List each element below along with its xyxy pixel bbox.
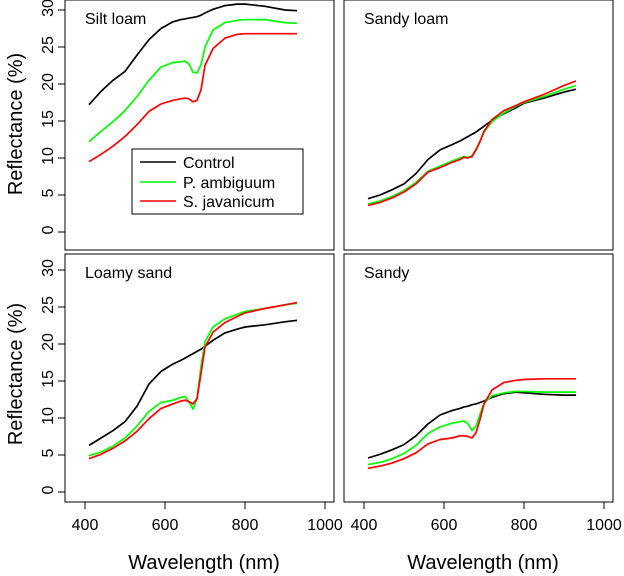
panel-0: Silt loam 0 5 10 15 20 25 30 [40, 0, 335, 251]
panel-1: Sandy loam [343, 0, 614, 251]
y-tick-label: 20 [40, 333, 57, 351]
panel-title: Sandy loam [364, 11, 449, 28]
y-tick-label: 30 [40, 259, 57, 277]
series-s-javanicum [367, 80, 577, 207]
x-axis-label-left: Wavelength (nm) [128, 552, 280, 574]
x-tick-label: 800 [511, 517, 538, 534]
series-control [88, 3, 298, 106]
series-p-ambiguum [88, 18, 298, 143]
series-control [367, 391, 576, 459]
legend-label-control: Control [183, 155, 235, 172]
y-axis-label-top: Reflectance (%) [5, 53, 27, 195]
legend-label-s-javanicum: S. javanicum [183, 194, 275, 211]
x-tick-label: 400 [72, 517, 99, 534]
panel-2: Loamy sand 0 5 10 15 20 25 30 400 600 800 1000 [40, 253, 343, 534]
y-tick-label: 0 [40, 225, 57, 234]
y-tick-label: 10 [40, 407, 57, 425]
panels: Silt loam 0 5 10 15 20 25 30 Sandy loam Loamy san… [40, 0, 622, 534]
y-tick-label: 25 [40, 296, 57, 314]
panel-frame [64, 253, 335, 503]
y-tick-label: 0 [40, 485, 57, 494]
series-control [367, 88, 577, 200]
y-tick-label: 20 [40, 73, 57, 91]
panel-title: Sandy [364, 265, 409, 282]
panel-title: Loamy sand [85, 265, 172, 282]
x-tick-label: 1000 [586, 517, 622, 534]
legend: Control P. ambiguum S. javanicum [131, 148, 304, 215]
series-s-javanicum [367, 377, 576, 470]
panel-3: Sandy 400 600 800 1000 [343, 253, 622, 534]
y-axis-label-bottom: Reflectance (%) [5, 303, 27, 445]
y-tick-label: 15 [40, 110, 57, 128]
panel-frame [343, 0, 614, 251]
x-axis-label-right: Wavelength (nm) [407, 552, 559, 574]
series-s-javanicum [88, 301, 298, 460]
x-tick-label: 400 [351, 517, 378, 534]
series-p-ambiguum [367, 390, 576, 466]
panel-title: Silt loam [85, 11, 146, 28]
panel-frame [64, 0, 335, 251]
y-tick-label: 30 [40, 0, 57, 17]
series-p-ambiguum [88, 302, 298, 457]
x-tick-label: 600 [431, 517, 458, 534]
y-tick-label: 15 [40, 370, 57, 388]
series-control [88, 319, 298, 447]
y-tick-label: 5 [40, 448, 57, 457]
y-tick-label: 5 [40, 188, 57, 197]
legend-label-p-ambiguum: P. ambiguum [183, 175, 275, 192]
y-tick-label: 10 [40, 147, 57, 165]
y-tick-label: 25 [40, 36, 57, 54]
x-tick-label: 600 [152, 517, 179, 534]
series-s-javanicum [88, 32, 297, 163]
x-tick-label: 800 [232, 517, 259, 534]
panel-frame [343, 253, 614, 503]
x-tick-label: 1000 [307, 517, 343, 534]
